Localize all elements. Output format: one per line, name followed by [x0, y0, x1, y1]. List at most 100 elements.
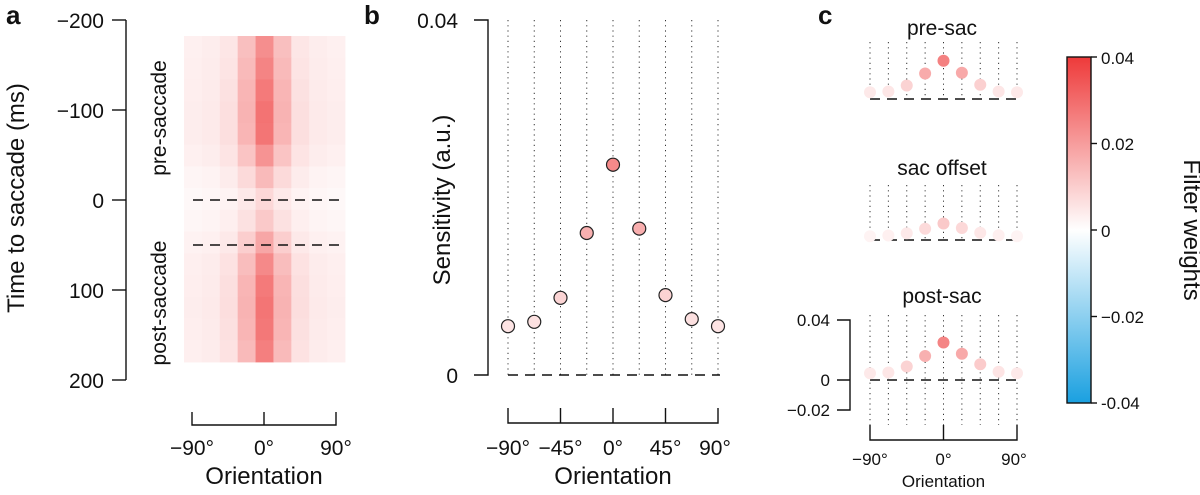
heatmap-cell — [219, 253, 239, 276]
heatmap-cell — [237, 57, 256, 80]
heatmap-cell — [201, 253, 221, 276]
heatmap-cell — [273, 122, 292, 146]
ytick-label: −0.02 — [787, 401, 830, 420]
heatmap-cell — [255, 57, 274, 80]
heatmap-cell — [291, 188, 310, 211]
heatmap-cell — [309, 122, 328, 146]
label-pre-saccade: pre-saccade — [148, 60, 171, 176]
heatmap-cell — [201, 122, 221, 146]
panel-a-x-axis — [191, 412, 337, 426]
panel-c: c pre-sac sac offset post-sac 0.04 0 −0.… — [787, 0, 1027, 491]
xtick-label: −45° — [538, 437, 582, 460]
xtick-label: −90° — [852, 450, 888, 469]
heatmap-cell — [309, 253, 328, 276]
panel-b-ylabel: Sensitivity (a.u.) — [429, 115, 456, 286]
heatmap-cell — [327, 209, 346, 232]
heatmap-cell — [327, 122, 346, 146]
heatmap-cell — [273, 166, 292, 189]
data-point — [937, 336, 950, 349]
heatmap-cell — [273, 209, 292, 232]
ytick-label: 0 — [92, 190, 104, 213]
heatmap-cell — [219, 166, 239, 189]
heatmap-cell — [184, 79, 203, 102]
heatmap-cell — [184, 296, 203, 319]
heatmap-cell — [255, 253, 274, 276]
panel-c-x-axis — [869, 425, 1018, 441]
panel-c-y-axis — [837, 319, 851, 411]
heatmap-cell — [291, 275, 310, 298]
heatmap-cell — [219, 340, 239, 363]
data-point — [992, 365, 1005, 378]
heatmap-cell — [255, 79, 274, 102]
heatmap-cell — [309, 166, 328, 189]
heatmap-cell — [237, 122, 256, 146]
data-point — [632, 221, 647, 236]
heatmap-cell — [219, 101, 239, 124]
heatmap-cell — [291, 36, 310, 59]
heatmap-cell — [291, 318, 310, 341]
heatmap-cell — [237, 144, 256, 167]
heatmap-cell — [201, 57, 221, 80]
data-point — [955, 66, 968, 79]
heatmap-cell — [201, 231, 221, 254]
heatmap-cell — [273, 296, 292, 319]
heatmap-cell — [219, 231, 239, 254]
data-point — [684, 312, 699, 327]
xtick-label: 90° — [699, 437, 731, 460]
heatmap — [184, 36, 346, 363]
heatmap-cell — [309, 36, 328, 59]
heatmap-cell — [327, 253, 346, 276]
data-point — [919, 350, 932, 362]
data-point — [527, 314, 542, 329]
heatmap-cell — [327, 296, 346, 319]
heatmap-cell — [273, 340, 292, 363]
xtick-label: −90° — [486, 437, 530, 460]
data-point — [882, 85, 895, 98]
heatmap-cell — [201, 340, 221, 363]
heatmap-cell — [309, 57, 328, 80]
heatmap-cell — [255, 318, 274, 341]
heatmap-cell — [327, 36, 346, 59]
heatmap-cell — [219, 122, 239, 146]
heatmap-cell — [255, 231, 274, 254]
subplot-title-sac-offset: sac offset — [897, 157, 987, 180]
data-point — [937, 217, 950, 230]
xtick-label: 0° — [254, 437, 274, 460]
panel-c-xlabel: Orientation — [902, 472, 985, 491]
heatmap-cell — [255, 188, 274, 211]
heatmap-cell — [201, 101, 221, 124]
data-point — [1011, 367, 1023, 380]
colorbar-label: Filter weights — [1178, 159, 1200, 300]
heatmap-cell — [184, 57, 203, 80]
data-point — [974, 226, 987, 239]
data-point — [882, 229, 895, 242]
ytick-label: 0 — [821, 371, 830, 390]
panel-a-xlabel: Orientation — [205, 463, 322, 490]
xtick-label: 45° — [650, 437, 682, 460]
heatmap-cell — [309, 188, 328, 211]
data-point — [955, 347, 968, 360]
data-point — [579, 225, 594, 241]
panel-letter-c: c — [818, 0, 832, 30]
colorbar-tick-label: -0.04 — [1101, 394, 1140, 413]
heatmap-cell — [201, 144, 221, 167]
xtick-label: −90° — [170, 437, 214, 460]
heatmap-cell — [219, 57, 239, 80]
heatmap-cell — [201, 79, 221, 102]
panel-letter-b: b — [364, 0, 380, 30]
heatmap-cell — [309, 144, 328, 167]
ytick-label: 200 — [69, 370, 104, 393]
panel-c-points — [864, 54, 1023, 380]
xtick-label: 0° — [935, 450, 951, 469]
heatmap-cell — [327, 340, 346, 363]
heatmap-cell — [237, 340, 256, 363]
subplot-title-pre-sac: pre-sac — [907, 17, 977, 40]
heatmap-cell — [291, 122, 310, 146]
heatmap-cell — [184, 36, 203, 59]
heatmap-cell — [291, 57, 310, 80]
ytick-label: 0.04 — [797, 311, 830, 330]
panel-b-x-axis — [507, 408, 719, 424]
colorbar: 0.04 0.02 0 −0.02 -0.04 Filter weights — [1066, 49, 1200, 413]
heatmap-cell — [184, 209, 203, 232]
heatmap-cell — [309, 275, 328, 298]
